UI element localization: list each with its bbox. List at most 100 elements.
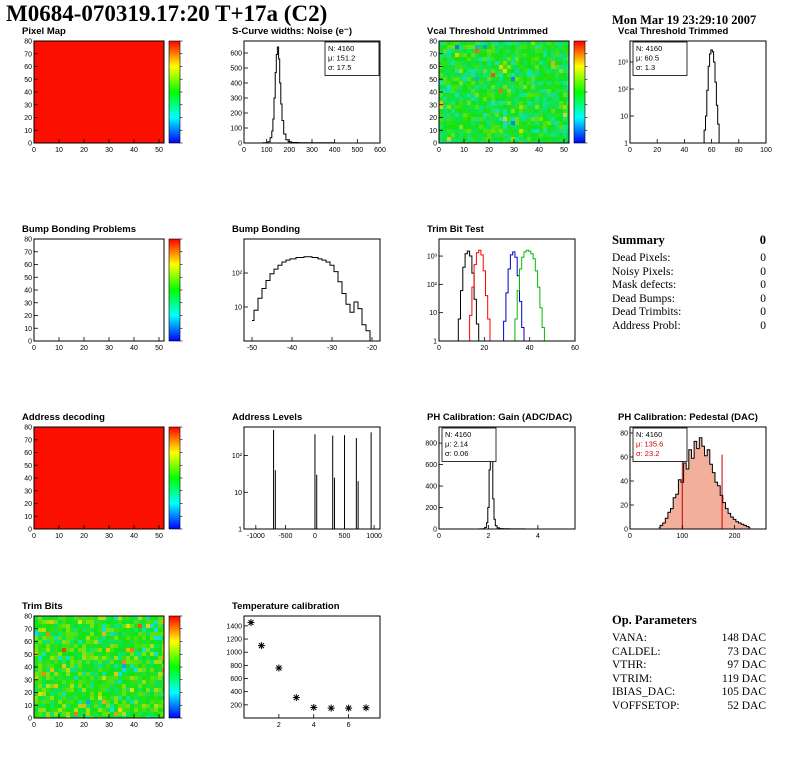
svg-text:30: 30 <box>105 147 113 154</box>
svg-text:0: 0 <box>28 339 32 346</box>
svg-text:10: 10 <box>234 490 242 497</box>
svg-text:30: 30 <box>24 102 32 109</box>
svg-text:σ: 23.2: σ: 23.2 <box>636 449 659 458</box>
svg-text:μ: 60.5: μ: 60.5 <box>636 54 659 63</box>
chart-title: Pixel Map <box>22 26 66 37</box>
svg-text:0: 0 <box>32 345 36 352</box>
svg-text:10: 10 <box>24 326 32 333</box>
svg-text:0: 0 <box>437 533 441 540</box>
scurve-noise-chart: 0 100 200 300 400 500 600 0 100 200 300 400 500 600 N:… <box>230 40 386 154</box>
svg-text:1000: 1000 <box>226 650 242 657</box>
svg-text:20: 20 <box>24 501 32 508</box>
svg-text:40: 40 <box>24 288 32 295</box>
svg-text:20: 20 <box>429 115 437 122</box>
svg-text:50: 50 <box>155 722 163 729</box>
svg-text:μ: 151.2: μ: 151.2 <box>328 54 355 63</box>
chart-title: Bump Bonding <box>232 224 301 235</box>
svg-text:40: 40 <box>24 476 32 483</box>
summary-row: Dead Bumps: 0 <box>612 292 766 305</box>
svg-text:60: 60 <box>24 64 32 71</box>
svg-text:0: 0 <box>437 147 441 154</box>
svg-text:20: 20 <box>24 313 32 320</box>
svg-text:4: 4 <box>312 722 316 729</box>
svg-text:400: 400 <box>425 484 437 491</box>
svg-text:300: 300 <box>306 147 318 154</box>
panel-pixel-map: Pixel Map 0 10 20 30 40 50 0 10 20 30 40 50 60 70 80 <box>8 26 204 159</box>
panel-address-levels: Address Levels -1000 -500 0 500 1000 1 10 10² <box>218 412 414 545</box>
svg-text:50: 50 <box>429 77 437 84</box>
svg-text:0: 0 <box>32 722 36 729</box>
op-parameter-row: VTHR: 97 DAC <box>612 659 766 672</box>
summary-title: Summary <box>612 233 665 247</box>
chart-title: Vcal Threshold Trimmed <box>618 26 729 37</box>
svg-text:40: 40 <box>130 722 138 729</box>
address-decoding-chart: 0 10 20 30 40 50 0 10 20 30 40 50 60 70 80 <box>24 425 183 540</box>
svg-text:40: 40 <box>24 665 32 672</box>
op-parameters-title: Op. Parameters <box>612 613 697 627</box>
svg-text:60: 60 <box>24 450 32 457</box>
svg-text:70: 70 <box>24 626 32 633</box>
op-parameter-row: IBIAS_DAC: 105 DAC <box>612 686 766 699</box>
svg-text:500: 500 <box>351 147 363 154</box>
panel-scurve-noise: S-Curve widths: Noise (e⁻) 0 100 200 300 400… <box>218 26 414 159</box>
bump-bonding-problems-chart: 0 10 20 30 40 50 0 10 20 30 40 50 60 70 80 <box>24 237 183 352</box>
svg-text:70: 70 <box>24 51 32 58</box>
svg-text:80: 80 <box>24 39 32 46</box>
trim-bit-test-chart: 0 20 40 60 1 10 10² 10³ <box>427 238 579 352</box>
svg-text:μ: 2.14: μ: 2.14 <box>445 440 468 449</box>
svg-text:30: 30 <box>24 300 32 307</box>
svg-text:60: 60 <box>708 147 716 154</box>
svg-text:50: 50 <box>24 77 32 84</box>
svg-text:50: 50 <box>24 463 32 470</box>
svg-text:20: 20 <box>653 147 661 154</box>
panel-trim-bits: Trim Bits 0 10 20 30 40 50 0 10 20 30 40 50 60 70 80 <box>8 601 204 734</box>
bump-bonding-chart: -50 -40 -30 -20 10 10² <box>232 238 381 352</box>
svg-text:N: 4160: N: 4160 <box>636 44 662 53</box>
svg-text:30: 30 <box>510 147 518 154</box>
svg-text:20: 20 <box>80 722 88 729</box>
panel-trim-bit-test: Trim Bit Test 0 20 40 60 1 10 10² 10³ <box>413 224 609 357</box>
svg-text:10: 10 <box>620 114 628 121</box>
svg-text:50: 50 <box>560 147 568 154</box>
svg-text:σ: 1.3: σ: 1.3 <box>636 63 655 72</box>
svg-text:60: 60 <box>24 262 32 269</box>
chart-title: Address decoding <box>22 412 105 423</box>
op-parameter-row: VANA: 148 DAC <box>612 632 766 644</box>
svg-text:20: 20 <box>80 147 88 154</box>
svg-text:0: 0 <box>433 141 437 148</box>
svg-text:200: 200 <box>283 147 295 154</box>
chart-title: Temperature calibration <box>232 601 340 612</box>
svg-text:10: 10 <box>234 305 242 312</box>
timestamp: Mon Mar 19 23:29:10 2007 <box>612 13 757 27</box>
svg-text:40: 40 <box>130 533 138 540</box>
svg-text:500: 500 <box>339 533 351 540</box>
pixel-map-chart: 0 10 20 30 40 50 0 10 20 30 40 50 60 70 80 <box>24 39 183 154</box>
svg-text:50: 50 <box>24 275 32 282</box>
chart-title: Bump Bonding Problems <box>22 224 136 235</box>
svg-text:100: 100 <box>760 147 772 154</box>
svg-text:0: 0 <box>28 716 32 723</box>
svg-text:10²: 10² <box>618 87 629 94</box>
svg-text:400: 400 <box>230 81 242 88</box>
svg-text:20: 20 <box>80 533 88 540</box>
svg-text:0: 0 <box>313 533 317 540</box>
op-parameter-row: VTRIM: 119 DAC <box>612 672 766 685</box>
svg-text:600: 600 <box>230 676 242 683</box>
chart-title: PH Calibration: Gain (ADC/DAC) <box>427 412 573 423</box>
svg-text:40: 40 <box>526 345 534 352</box>
svg-text:N: 4160: N: 4160 <box>636 430 662 439</box>
svg-text:500: 500 <box>230 66 242 73</box>
svg-text:20: 20 <box>620 503 628 510</box>
svg-text:200: 200 <box>425 505 437 512</box>
svg-text:20: 20 <box>480 345 488 352</box>
summary-row: Dead Pixels: 0 <box>612 252 766 264</box>
svg-text:-1000: -1000 <box>247 533 265 540</box>
svg-text:10: 10 <box>55 147 63 154</box>
temperature-calibration-chart: 2 4 6 200 400 600 800 1000 1200 1400 <box>226 615 381 729</box>
svg-text:40: 40 <box>620 479 628 486</box>
svg-text:μ: 135.6: μ: 135.6 <box>636 440 663 449</box>
svg-text:10: 10 <box>460 147 468 154</box>
